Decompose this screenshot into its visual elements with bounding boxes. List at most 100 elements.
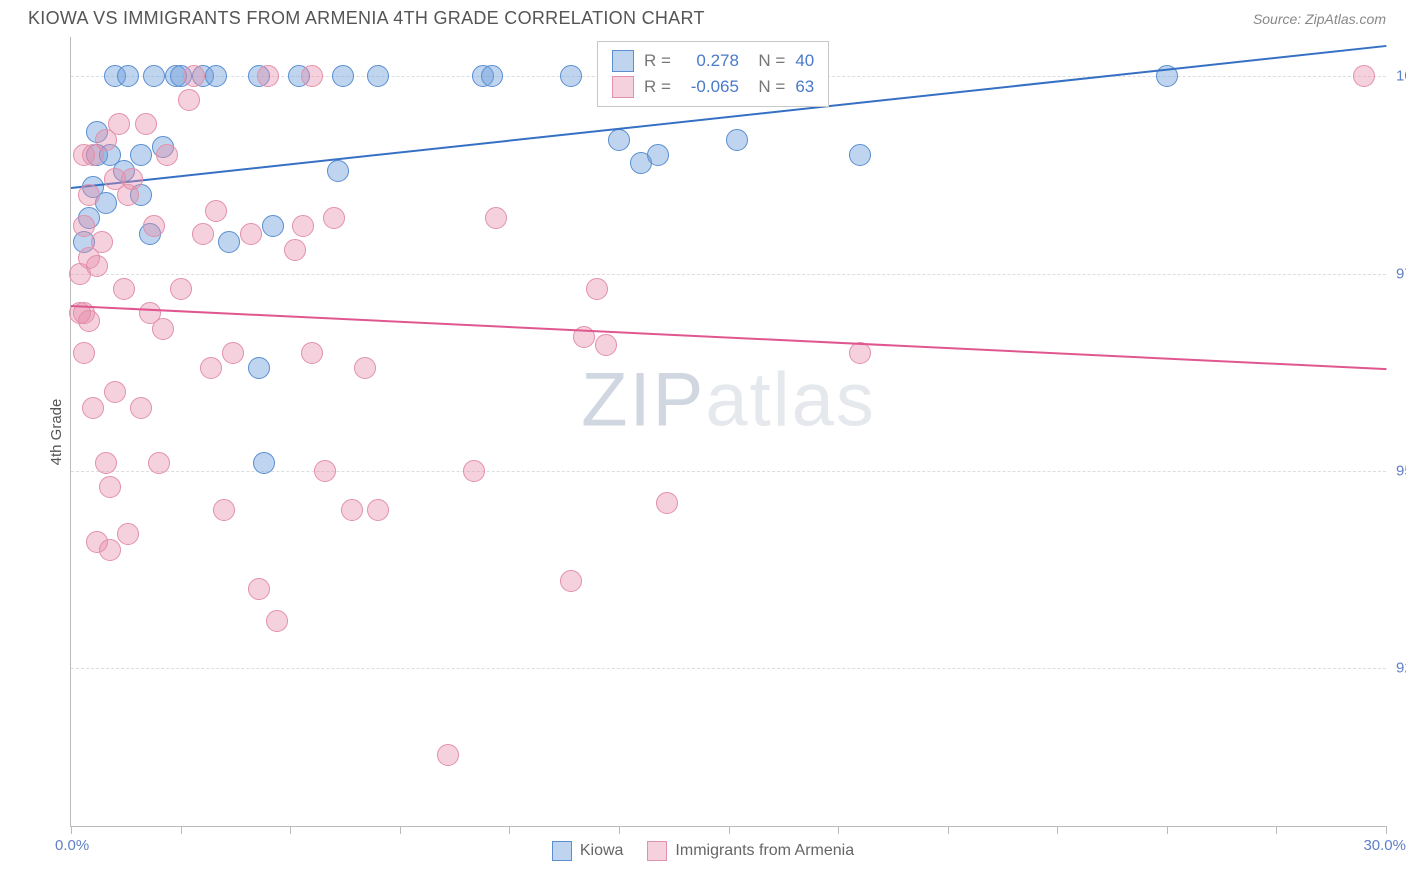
data-point [82, 397, 104, 419]
chart-title: KIOWA VS IMMIGRANTS FROM ARMENIA 4TH GRA… [28, 8, 705, 29]
data-point [152, 318, 174, 340]
x-tick [71, 826, 72, 834]
data-point [266, 610, 288, 632]
data-point [117, 523, 139, 545]
data-point [595, 334, 617, 356]
data-point [240, 223, 262, 245]
trend-line [71, 305, 1386, 370]
data-point [99, 539, 121, 561]
data-point [78, 184, 100, 206]
data-point [437, 744, 459, 766]
x-axis-max: 30.0% [1363, 837, 1406, 854]
data-point [178, 89, 200, 111]
data-point [292, 215, 314, 237]
legend-item: Kiowa [552, 841, 624, 861]
stats-row: R = -0.065 N = 63 [612, 74, 814, 100]
stats-row: R =0.278 N =40 [612, 48, 814, 74]
data-point [367, 65, 389, 87]
data-point [284, 239, 306, 261]
data-point [341, 499, 363, 521]
data-point [200, 357, 222, 379]
data-point [218, 231, 240, 253]
x-tick [948, 826, 949, 834]
stat-n-label: N = [749, 77, 785, 97]
data-point [726, 129, 748, 151]
stat-n-value: 63 [795, 77, 814, 97]
data-point [143, 215, 165, 237]
data-point [1353, 65, 1375, 87]
data-point [205, 200, 227, 222]
data-point [301, 342, 323, 364]
data-point [183, 65, 205, 87]
y-tick-label: 92.5% [1396, 660, 1406, 677]
x-tick [400, 826, 401, 834]
data-point [560, 65, 582, 87]
data-point [117, 184, 139, 206]
data-point [213, 499, 235, 521]
data-point [481, 65, 503, 87]
data-point [314, 460, 336, 482]
data-point [560, 570, 582, 592]
data-point [301, 65, 323, 87]
legend: Kiowa Immigrants from Armenia [0, 841, 1406, 861]
data-point [135, 113, 157, 135]
gridline [71, 668, 1386, 669]
data-point [367, 499, 389, 521]
stat-r-value: -0.065 [681, 77, 739, 97]
data-point [248, 578, 270, 600]
stats-legend: R =0.278 N =40R =-0.065 N =63 [597, 41, 829, 107]
y-tick-label: 95.0% [1396, 462, 1406, 479]
x-tick [838, 826, 839, 834]
x-tick [509, 826, 510, 834]
data-point [73, 342, 95, 364]
stat-r-label: R = [644, 77, 671, 97]
data-point [332, 65, 354, 87]
x-tick [181, 826, 182, 834]
legend-swatch [647, 841, 667, 861]
data-point [656, 492, 678, 514]
data-point [253, 452, 275, 474]
data-point [113, 278, 135, 300]
data-point [222, 342, 244, 364]
series-swatch [612, 50, 634, 72]
x-tick [729, 826, 730, 834]
data-point [99, 476, 121, 498]
data-point [586, 278, 608, 300]
data-point [91, 231, 113, 253]
data-point [262, 215, 284, 237]
x-tick [1386, 826, 1387, 834]
data-point [117, 65, 139, 87]
data-point [86, 255, 108, 277]
data-point [78, 310, 100, 332]
chart-area: 4th Grade ZIPatlas R =0.278 N =40R =-0.0… [70, 37, 1386, 827]
data-point [849, 144, 871, 166]
data-point [143, 65, 165, 87]
data-point [156, 144, 178, 166]
gridline [71, 274, 1386, 275]
legend-item: Immigrants from Armenia [647, 841, 854, 861]
data-point [192, 223, 214, 245]
data-point [205, 65, 227, 87]
data-point [463, 460, 485, 482]
series-swatch [612, 76, 634, 98]
x-tick [1167, 826, 1168, 834]
data-point [95, 452, 117, 474]
stat-n-value: 40 [795, 51, 814, 71]
x-tick [290, 826, 291, 834]
data-point [323, 207, 345, 229]
data-point [108, 113, 130, 135]
data-point [148, 452, 170, 474]
legend-label: Immigrants from Armenia [675, 842, 854, 860]
source-label: Source: ZipAtlas.com [1253, 11, 1386, 27]
data-point [647, 144, 669, 166]
data-point [130, 144, 152, 166]
legend-label: Kiowa [580, 842, 624, 860]
data-point [130, 397, 152, 419]
stat-n-label: N = [749, 51, 785, 71]
data-point [248, 357, 270, 379]
x-axis-min: 0.0% [55, 837, 89, 854]
data-point [485, 207, 507, 229]
y-tick-label: 100.0% [1396, 68, 1406, 85]
data-point [73, 215, 95, 237]
y-axis-label: 4th Grade [48, 398, 65, 465]
